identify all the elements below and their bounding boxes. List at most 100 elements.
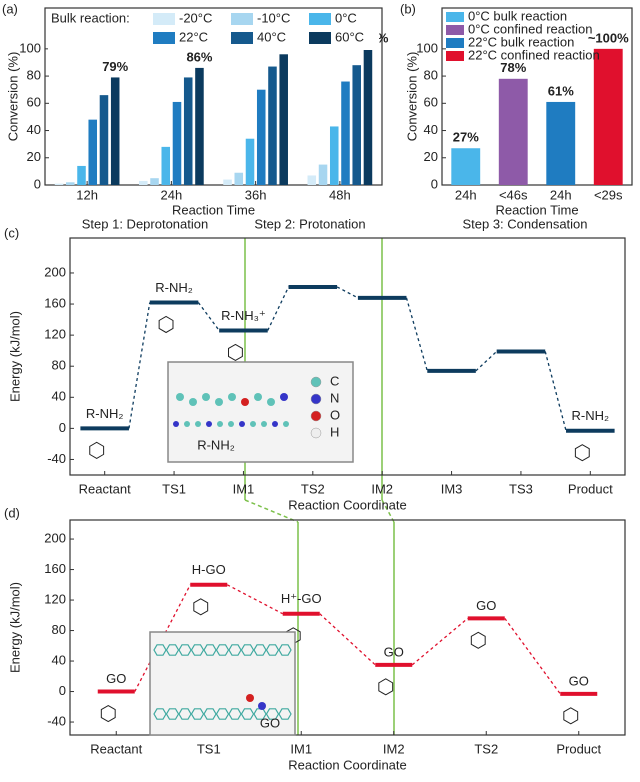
bar — [110, 77, 120, 185]
bar — [54, 183, 64, 185]
x-tick-label: Product — [568, 481, 613, 496]
y-tick-label: 0 — [59, 683, 66, 698]
molecule-sketch — [470, 631, 486, 649]
y-tick-label: 80 — [424, 68, 438, 83]
y-tick-label: 0 — [59, 420, 66, 435]
panel-label: (d) — [4, 505, 20, 520]
graphene-sketch — [215, 644, 230, 656]
legend: Bulk reaction: -20°C -10°C 0°C 22°C 40°C 60°C — [48, 10, 379, 50]
y-axis-title: Conversion (%) — [404, 52, 419, 142]
annotation: R-NH₂ — [572, 408, 610, 423]
annotation: H-GO — [192, 562, 226, 577]
molecule-sketch — [228, 343, 243, 362]
x-tick-label: IM1 — [233, 481, 255, 496]
bar — [546, 101, 576, 185]
graphene-sketch — [165, 644, 180, 656]
legend-label: 60°C — [335, 29, 364, 44]
graphene-sketch — [153, 708, 167, 720]
y-tick-label: 40 — [52, 652, 66, 667]
graphene-sketch — [165, 708, 180, 720]
legend-swatch — [153, 32, 175, 44]
bar — [234, 172, 244, 185]
molecule-sketch — [100, 704, 116, 723]
connector — [475, 350, 498, 372]
connector — [226, 584, 284, 615]
molecule-sketch — [89, 441, 105, 459]
molecule-sketch — [158, 315, 174, 334]
legend-swatch — [446, 25, 464, 35]
value-label: 79% — [102, 59, 128, 74]
y-tick-label: 120 — [44, 327, 66, 342]
step-label: Step 1: Deprotonation — [82, 216, 208, 231]
graphene-sketch — [203, 644, 217, 656]
y-axis-title: Energy (kJ/mol) — [7, 311, 22, 402]
value-label: 27% — [453, 130, 479, 145]
connector — [504, 617, 561, 695]
graphene-sketch — [253, 644, 267, 656]
x-tick-label: IM1 — [290, 741, 312, 756]
bar — [161, 146, 171, 185]
inset-atom-sketch — [241, 398, 249, 406]
y-tick-label: 60 — [27, 95, 41, 110]
annotation: GO — [106, 671, 126, 686]
inset-atom-sketch — [267, 398, 275, 406]
y-tick-label: 40 — [424, 122, 438, 137]
annotation: GO — [476, 598, 496, 613]
y-axis-title: Conversion (%) — [5, 52, 20, 142]
inset-atom-sketch — [283, 421, 289, 427]
graphene-sketch — [240, 708, 255, 720]
bar — [245, 138, 255, 185]
y-tick-label: 80 — [52, 358, 66, 373]
inset-atom-sketch — [202, 393, 210, 401]
annotation: H⁺-GO — [281, 591, 322, 606]
inset-atom-sketch — [217, 421, 223, 427]
y-tick-label: 40 — [52, 389, 66, 404]
legend-label: -20°C — [179, 10, 212, 25]
inset-label: GO — [260, 715, 280, 730]
annotation: GO — [569, 673, 589, 688]
molecule-sketch — [574, 444, 590, 462]
inset-atom-sketch — [206, 421, 212, 427]
graphene-sketch — [265, 644, 280, 656]
graphene-sketch — [265, 708, 280, 720]
x-tick-label: TS2 — [301, 481, 325, 496]
legend-label: 22°C bulk reaction — [468, 34, 574, 49]
connector — [544, 351, 567, 431]
x-tick-label: 12h — [76, 187, 98, 202]
y-axis-title: Energy (kJ/mol) — [7, 582, 22, 673]
inset-atom-label: O — [330, 407, 340, 422]
bar — [88, 119, 98, 185]
step-label: Step 2: Protonation — [254, 216, 365, 231]
inset-atom-sketch — [189, 398, 197, 406]
graphene-sketch — [278, 644, 292, 656]
x-tick-label: 48h — [329, 187, 351, 202]
bar — [99, 95, 109, 185]
graphene-sketch — [228, 708, 242, 720]
inset-atom-label: N — [330, 390, 339, 405]
y-tick-label: 160 — [44, 561, 66, 576]
inset-atom-label: C — [330, 373, 339, 388]
plot-frame — [441, 7, 633, 186]
inset-atom-key — [310, 393, 322, 405]
annotation: GO — [384, 644, 404, 659]
guide-line — [244, 499, 299, 523]
inset-atom-sketch — [173, 421, 179, 427]
x-axis-title: Reaction Time — [172, 202, 255, 217]
panel-label: (b) — [400, 1, 416, 16]
bar — [352, 65, 361, 185]
connector — [405, 297, 428, 372]
inset-atom-sketch — [176, 393, 184, 401]
y-tick-label: 100 — [19, 40, 41, 55]
inset-label: R-NH₂ — [197, 437, 235, 452]
bar — [329, 126, 339, 185]
graphene-sketch — [240, 644, 255, 656]
connector — [128, 302, 151, 429]
inset-atom-label: H — [330, 424, 339, 439]
inset-atom-key — [310, 410, 322, 422]
annotation: R-NH₂ — [155, 280, 193, 295]
y-tick-label: 80 — [52, 622, 66, 637]
y-tick-label: 40 — [27, 122, 41, 137]
